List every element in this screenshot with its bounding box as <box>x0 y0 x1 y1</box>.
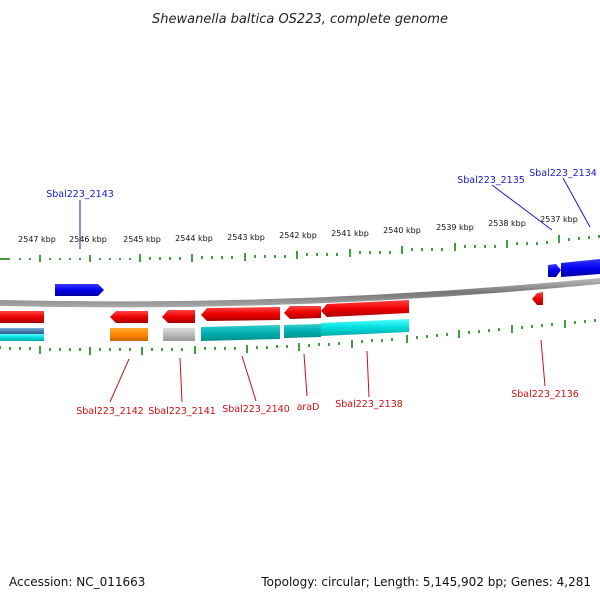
feature-bar-steel[interactable] <box>0 328 44 334</box>
gene-sbal223-2142-arrow[interactable] <box>110 311 148 323</box>
scale-label: 2541 kbp <box>331 229 369 238</box>
feature-bar-cyan[interactable] <box>201 325 280 341</box>
scale-label: 2540 kbp <box>383 226 421 235</box>
gene-label-arad[interactable]: araD <box>297 402 320 413</box>
gene-label-sbal223-2142[interactable]: Sbal223_2142 <box>76 406 144 417</box>
gene-sbal223-2136-arrow[interactable] <box>532 292 543 305</box>
leader-line <box>303 353 308 397</box>
scale-labels: 2547 kbp 2546 kbp 2545 kbp 2544 kbp 2543… <box>18 215 578 244</box>
scale-label: 2537 kbp <box>540 215 578 224</box>
lower-scale-ruler <box>0 319 596 355</box>
gene-left-edge-arrow[interactable] <box>0 311 44 323</box>
scale-label: 2538 kbp <box>488 219 526 228</box>
map-title: Shewanella baltica OS223, complete genom… <box>152 12 448 27</box>
scale-label: 2544 kbp <box>175 234 213 243</box>
gene-label-sbal223-2140[interactable]: Sbal223_2140 <box>222 404 290 415</box>
gene-label-sbal223-2135[interactable]: Sbal223_2135 <box>457 175 525 186</box>
feature-bar-cyan[interactable] <box>321 319 409 336</box>
scale-label: 2545 kbp <box>123 235 161 244</box>
leader-line <box>179 357 183 403</box>
feature-bar-orange[interactable] <box>110 328 148 341</box>
feature-bar-gray[interactable] <box>163 328 195 341</box>
feature-bar-cyan[interactable] <box>284 324 321 338</box>
accession-text: Accession: NC_011663 <box>9 575 145 589</box>
feature-bar-cyan[interactable] <box>0 334 44 341</box>
gene-sbal223-2135-arrow[interactable] <box>548 264 561 277</box>
gene-arad-arrow[interactable] <box>284 306 321 319</box>
scale-label: 2542 kbp <box>279 231 317 240</box>
gene-sbal223-2134-arrow[interactable] <box>561 259 600 277</box>
gene-sbal223-2143-arrow[interactable] <box>55 284 104 296</box>
scale-label: 2546 kbp <box>69 235 107 244</box>
gene-label-sbal223-2143[interactable]: Sbal223_2143 <box>46 189 114 200</box>
leader-line <box>540 339 546 387</box>
leader-line <box>241 355 257 402</box>
scale-label: 2539 kbp <box>436 223 474 232</box>
genome-backbone <box>0 278 600 308</box>
gene-label-sbal223-2138[interactable]: Sbal223_2138 <box>335 399 403 410</box>
scale-label: 2543 kbp <box>227 233 265 242</box>
leader-line <box>366 350 370 398</box>
genome-summary-text: Topology: circular; Length: 5,145,902 bp… <box>260 575 591 589</box>
leader-line <box>491 184 553 231</box>
gene-sbal223-2140-arrow[interactable] <box>201 307 280 321</box>
gene-sbal223-2138-arrow[interactable] <box>321 300 409 317</box>
scale-label: 2547 kbp <box>18 235 56 244</box>
gene-label-sbal223-2141[interactable]: Sbal223_2141 <box>148 406 216 417</box>
upper-scale-ruler <box>0 235 600 262</box>
gene-label-sbal223-2136[interactable]: Sbal223_2136 <box>511 389 579 400</box>
gene-sbal223-2141-arrow[interactable] <box>162 310 195 323</box>
leader-line <box>109 358 130 403</box>
leader-line <box>562 177 591 228</box>
gene-label-sbal223-2134[interactable]: Sbal223_2134 <box>529 168 597 179</box>
